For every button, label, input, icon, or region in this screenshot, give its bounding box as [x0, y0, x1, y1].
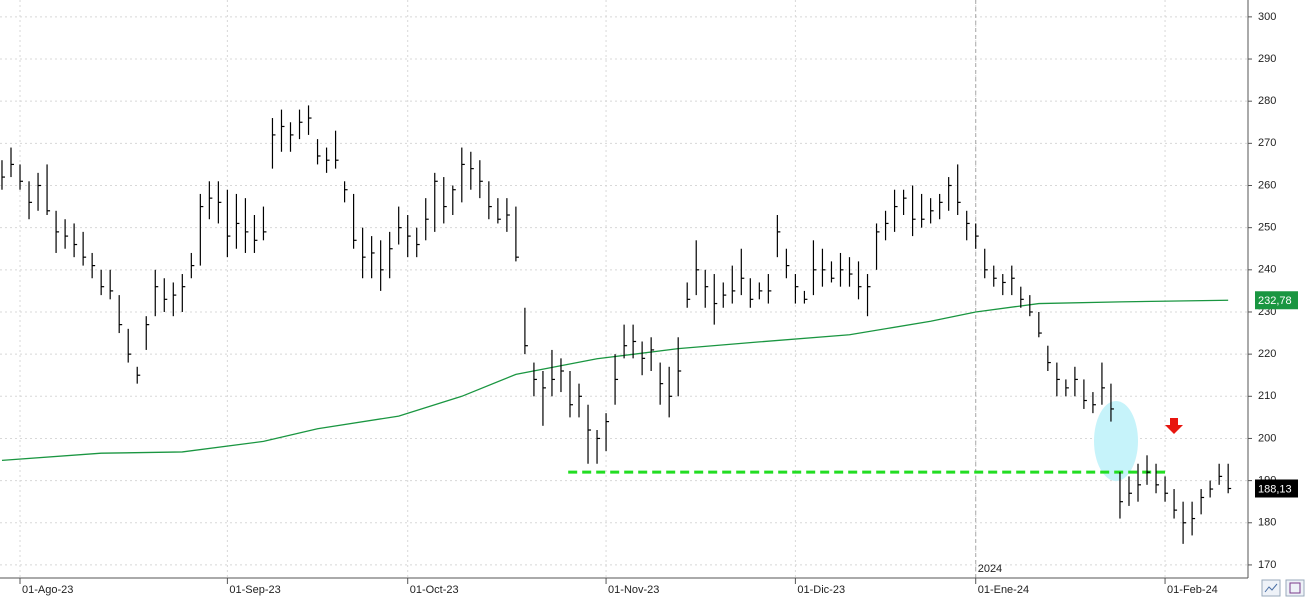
- x-tick-label: 01-Ene-24: [978, 584, 1029, 596]
- price-label: 232,78: [1258, 295, 1292, 307]
- x-tick-label: 01-Sep-23: [229, 584, 280, 596]
- y-tick-label: 280: [1258, 95, 1276, 107]
- y-tick-label: 240: [1258, 264, 1276, 276]
- save-button[interactable]: [1285, 579, 1305, 597]
- y-tick-label: 220: [1258, 348, 1276, 360]
- price-label-box: [1255, 291, 1298, 310]
- y-tick-label: 290: [1258, 53, 1276, 65]
- moving-average-line: [1, 299, 1229, 462]
- x-tick-label: 01-Feb-24: [1167, 584, 1218, 596]
- down-arrow: [1165, 418, 1183, 434]
- y-tick-label: 170: [1258, 559, 1276, 571]
- y-tick-label: 300: [1258, 11, 1276, 23]
- y-tick-label: 200: [1258, 432, 1276, 444]
- zoom-button[interactable]: [1261, 579, 1281, 597]
- price-label-box: [1255, 479, 1298, 498]
- save-icon: [1289, 582, 1301, 594]
- x-tick-label: 01-Dic-23: [797, 584, 845, 596]
- highlight-ellipse: [1094, 401, 1138, 481]
- zoom-icon: [1264, 583, 1278, 593]
- price-label: 188,13: [1258, 483, 1292, 495]
- x-tick-label: 01-Ago-23: [22, 584, 73, 596]
- y-tick-label: 270: [1258, 137, 1276, 149]
- x-tick-label: 01-Oct-23: [410, 584, 459, 596]
- x-tick-label: 01-Nov-23: [608, 584, 659, 596]
- y-tick-label: 260: [1258, 179, 1276, 191]
- y-tick-label: 210: [1258, 390, 1276, 402]
- y-tick-label: 250: [1258, 222, 1276, 234]
- y-tick-label: 180: [1258, 517, 1276, 529]
- year-label: 2024: [978, 563, 1002, 575]
